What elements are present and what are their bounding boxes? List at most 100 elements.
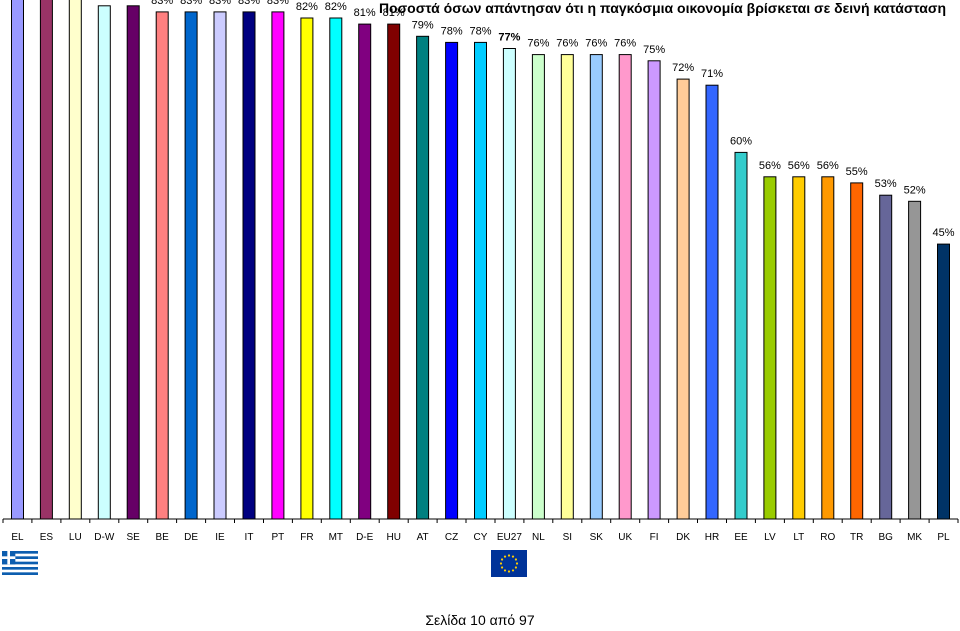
bar-de: [184, 11, 198, 520]
value-label-lt: 56%: [788, 160, 810, 172]
x-ticks-group: [2, 519, 959, 523]
value-label-bg: 53%: [875, 178, 897, 190]
category-label-pl: PL: [937, 532, 950, 543]
category-label-hu: HU: [386, 532, 400, 543]
category-label-se: SE: [127, 532, 141, 543]
category-label-cz: CZ: [445, 532, 458, 543]
bar-lu: [68, 0, 82, 520]
value-label-at: 79%: [412, 19, 434, 31]
bar-es: [39, 0, 53, 520]
value-label-cz: 78%: [441, 25, 463, 37]
bar-d-w: [97, 5, 111, 520]
category-label-hr: HR: [705, 532, 719, 543]
category-labels-group: EL ES LU D-W SE BE DE IE IT PT FR MT D-E HU AT CZ CY EU27…: [11, 532, 950, 543]
bar-el: [11, 0, 24, 520]
value-label-ie: 83%: [209, 0, 231, 7]
category-label-eu27: EU27: [497, 532, 522, 543]
category-label-fr: FR: [300, 532, 313, 543]
bars-group: [11, 0, 950, 520]
category-label-lu: LU: [69, 532, 82, 543]
category-label-be: BE: [156, 532, 170, 543]
bar-mk: [908, 200, 922, 520]
category-label-el: EL: [11, 532, 24, 543]
category-label-lt: LT: [793, 532, 804, 543]
value-label-de: 83%: [180, 0, 202, 7]
bar-be: [155, 11, 169, 520]
value-label-eu27: 77%: [498, 32, 520, 44]
value-label-se: 84%: [122, 0, 144, 1]
bar-fr: [300, 17, 314, 520]
category-label-de: DE: [184, 532, 198, 543]
value-labels-group: 89%88%88%84%84%83%83%83%83%83%82%82%81%8…: [93, 0, 954, 239]
value-label-nl: 76%: [527, 38, 549, 50]
bar-pl: [937, 243, 950, 520]
category-label-nl: NL: [532, 532, 545, 543]
bar-dk: [676, 78, 690, 520]
category-label-tr: TR: [850, 532, 863, 543]
bar-mt: [329, 17, 343, 520]
value-label-it: 83%: [238, 0, 260, 7]
category-label-it: IT: [245, 532, 254, 543]
value-label-d-w: 84%: [93, 0, 115, 1]
category-label-d-w: D-W: [94, 532, 115, 543]
value-label-lv: 56%: [759, 160, 781, 172]
value-label-cy: 78%: [469, 25, 491, 37]
value-label-uk: 76%: [614, 38, 636, 50]
eu-flag-icon: [491, 550, 527, 577]
bar-eu27: [502, 48, 516, 520]
bar-it: [242, 11, 256, 520]
greece-flag-icon: [2, 551, 38, 575]
category-label-d-e: D-E: [356, 532, 374, 543]
bar-hu: [387, 23, 401, 520]
category-label-es: ES: [40, 532, 54, 543]
bar-at: [416, 35, 430, 520]
value-label-sk: 76%: [585, 38, 607, 50]
value-label-pl: 45%: [932, 227, 954, 239]
category-label-lv: LV: [764, 532, 776, 543]
chart-title: Ποσοστά όσων απάντησαν ότι η παγκόσμια ο…: [378, 0, 946, 16]
value-label-mt: 82%: [325, 1, 347, 13]
page-number: Σελίδα 10 από 97: [425, 612, 535, 628]
bar-ro: [821, 176, 835, 520]
value-label-dk: 72%: [672, 62, 694, 74]
value-label-be: 83%: [151, 0, 173, 7]
category-label-cy: CY: [474, 532, 488, 543]
category-label-si: SI: [563, 532, 572, 543]
bar-ee: [734, 151, 748, 520]
bar-nl: [531, 54, 545, 520]
category-label-dk: DK: [676, 532, 690, 543]
category-label-bg: BG: [878, 532, 893, 543]
category-label-pt: PT: [272, 532, 285, 543]
value-label-hu: 81%: [383, 7, 405, 19]
category-label-ee: EE: [734, 532, 748, 543]
value-label-hr: 71%: [701, 68, 723, 80]
bar-lt: [792, 176, 806, 520]
value-label-mk: 52%: [904, 184, 926, 196]
value-label-pt: 83%: [267, 0, 289, 7]
bar-tr: [850, 182, 864, 520]
bar-lv: [763, 176, 777, 520]
bar-si: [560, 54, 574, 520]
category-label-mk: MK: [907, 532, 922, 543]
category-label-ie: IE: [215, 532, 225, 543]
bar-se: [126, 5, 140, 520]
bar-fi: [647, 60, 661, 520]
bar-ie: [213, 11, 227, 520]
bar-hr: [705, 84, 719, 520]
category-label-uk: UK: [618, 532, 632, 543]
category-label-mt: MT: [329, 532, 343, 543]
category-label-sk: SK: [590, 532, 604, 543]
category-label-ro: RO: [820, 532, 835, 543]
category-label-fi: FI: [650, 532, 659, 543]
bar-cy: [474, 41, 487, 520]
category-label-at: AT: [417, 532, 429, 543]
value-label-fi: 75%: [643, 44, 665, 56]
value-label-si: 76%: [556, 38, 578, 50]
bar-cz: [445, 41, 459, 520]
value-label-ro: 56%: [817, 160, 839, 172]
value-label-tr: 55%: [846, 166, 868, 178]
bar-chart: 89%88%88%84%84%83%83%83%83%83%82%82%81%8…: [2, 0, 959, 543]
bar-pt: [271, 11, 285, 520]
bar-d-e: [358, 23, 372, 520]
value-label-fr: 82%: [296, 1, 318, 13]
